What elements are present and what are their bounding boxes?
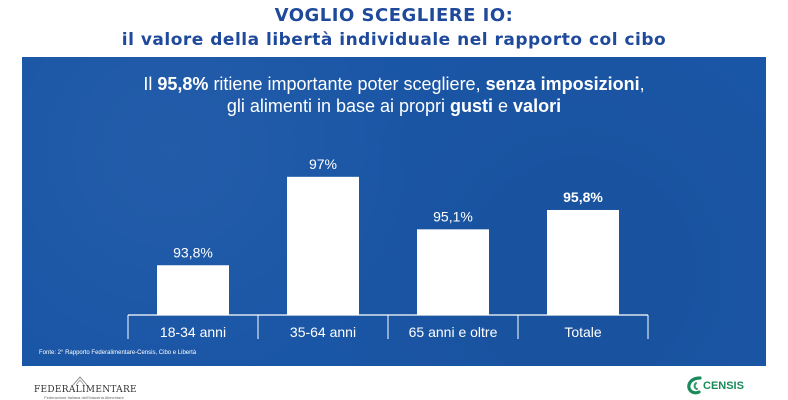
page-subtitle: il valore della libertà individuale nel … xyxy=(121,30,667,50)
category-label-2: 35-64 anni xyxy=(290,324,356,340)
bar-chart: 93,8% 18-34 anni 97% 35-64 anni 95,1% 65 anni… xyxy=(127,156,649,340)
federalimentare-subtitle: Federazione Italiana dell'Industria Alim… xyxy=(44,395,124,400)
federalimentare-name: FEDERALIMENTARE xyxy=(34,385,137,395)
data-label-3: 95,1% xyxy=(433,208,473,224)
bar-1 xyxy=(157,265,229,315)
censis-mark-icon xyxy=(687,376,702,395)
headline-text-4: gli alimenti in base ai propri xyxy=(226,96,451,116)
headline-text-1: Il xyxy=(143,74,158,94)
bar-3 xyxy=(417,229,489,315)
data-label-1: 93,8% xyxy=(173,244,213,260)
headline-bold-4: valori xyxy=(513,96,562,116)
header: VOGLIO SCEGLIERE IO: il valore della lib… xyxy=(0,0,788,60)
category-label-3: 65 anni e oltre xyxy=(409,324,498,340)
censis-logo: CENSIS xyxy=(686,375,766,397)
headline-bold-1: 95,8% xyxy=(157,74,209,94)
headline-text-3: , xyxy=(639,74,645,94)
headline-bold-3: gusti xyxy=(450,96,494,116)
category-label-4: Totale xyxy=(564,324,602,340)
data-label-2: 97% xyxy=(309,156,337,172)
page-title: VOGLIO SCEGLIERE IO: xyxy=(274,5,514,26)
data-label-4: 95,8% xyxy=(563,189,603,205)
headline: Il 95,8% ritiene importante poter scegli… xyxy=(22,73,766,117)
bar-2 xyxy=(287,176,359,315)
category-label-1: 18-34 anni xyxy=(160,324,226,340)
headline-text-5: e xyxy=(493,96,514,116)
headline-text-2: ritiene importante poter scegliere, xyxy=(208,74,486,94)
censis-name: CENSIS xyxy=(703,380,744,392)
federalimentare-logo: FEDERALIMENTARE Federazione Italiana del… xyxy=(34,376,137,400)
bar-4 xyxy=(547,209,619,315)
source-note: Fonte: 2° Rapporto Federalimentare-Censi… xyxy=(39,350,197,356)
emblem-icon xyxy=(72,376,88,386)
chart-panel: Il 95,8% ritiene importante poter scegli… xyxy=(22,57,766,366)
headline-bold-2: senza imposizioni xyxy=(485,74,640,94)
